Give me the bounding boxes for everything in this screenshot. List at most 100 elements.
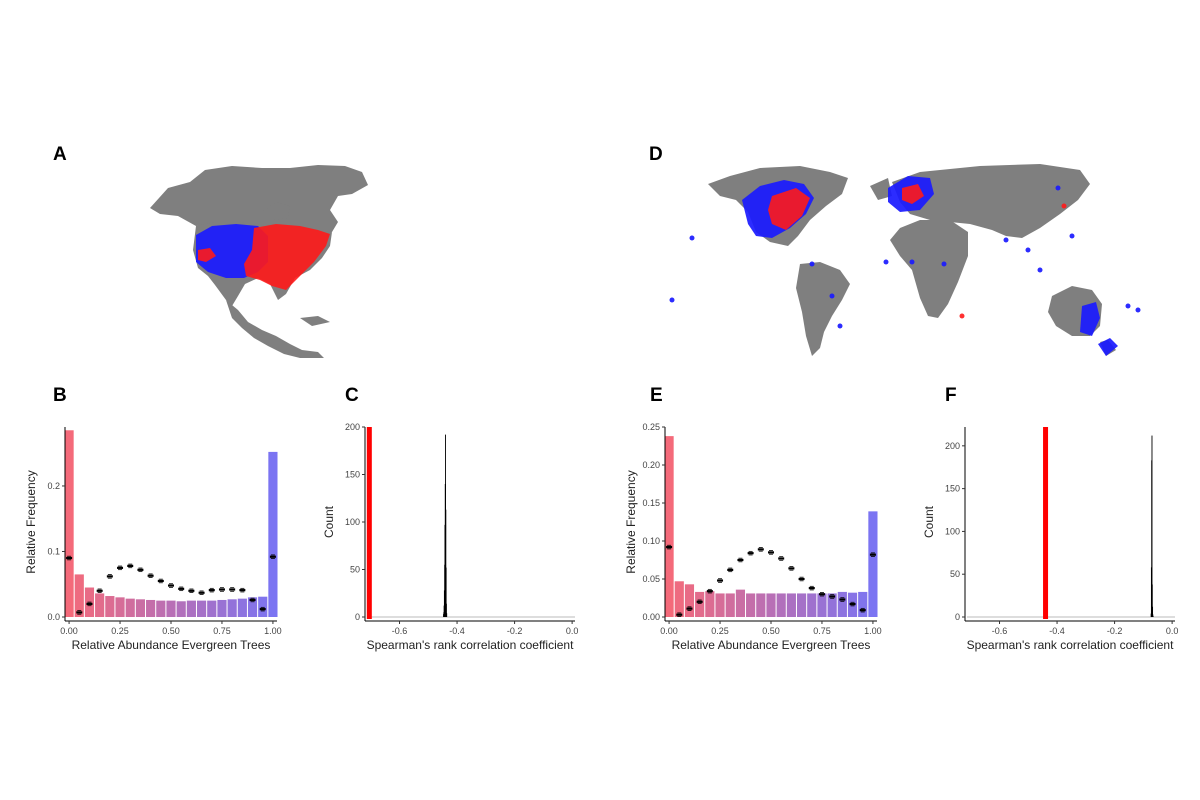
y-tick-label: 0.25 (642, 422, 660, 432)
x-tick-label: 1.00 (864, 626, 882, 636)
x-axis-label: Relative Abundance Evergreen Trees (672, 638, 871, 652)
site-point (1125, 303, 1131, 309)
map-north-america (150, 165, 368, 358)
site-point (1135, 307, 1141, 313)
y-axis-label: Relative Frequency (624, 470, 638, 573)
null-histogram-bar (446, 613, 448, 617)
panel-label-b: B (53, 385, 67, 406)
histogram-bar (95, 593, 105, 617)
y-tick-label: 0.00 (642, 612, 660, 622)
null-histogram-bar (445, 509, 447, 617)
x-axis-label: Spearman's rank correlation coefficient (367, 638, 575, 652)
land-mass (262, 202, 290, 220)
null-histogram-bar (1152, 616, 1154, 617)
x-tick-label: 0.00 (60, 626, 78, 636)
histogram-c: -0.6 -0.4 -0.2 0.0 0 50 100 150 200 Spearman's ra… (322, 422, 579, 652)
x-tick-label: 0.75 (213, 626, 231, 636)
x-tick-label: 0.50 (762, 626, 780, 636)
land-mass (226, 300, 324, 358)
panel-label-a: A (53, 144, 67, 165)
histogram-bar (725, 593, 735, 617)
y-tick-label: 100 (345, 517, 360, 527)
histogram-b: 0.00 0.25 0.50 0.75 1.00 0.0 0.1 0.2 Relative Ab… (24, 427, 282, 652)
histogram-bar (715, 593, 725, 617)
x-tick-label: 0.50 (162, 626, 180, 636)
x-tick-label: -0.2 (507, 626, 523, 636)
site-point (883, 259, 889, 265)
x-tick-label: 0.0 (566, 626, 579, 636)
null-histogram-bar (1152, 606, 1154, 617)
study-sites-d (669, 176, 1141, 356)
histogram-bar (776, 593, 786, 617)
site-point (1037, 267, 1043, 273)
y-tick-label: 50 (950, 569, 960, 579)
site-point (1025, 247, 1031, 253)
site-point (1069, 233, 1075, 239)
x-tick-label: -0.6 (992, 626, 1008, 636)
y-axis-label: Relative Frequency (24, 470, 38, 573)
x-tick-label: -0.4 (1049, 626, 1065, 636)
site-point (837, 323, 843, 329)
panel-label-c: C (345, 385, 359, 406)
histogram-bar (258, 596, 268, 617)
histogram-bar (796, 593, 807, 617)
histogram-bar (74, 574, 84, 617)
land-mass (890, 220, 968, 318)
land-mass (892, 164, 1090, 238)
site-cluster (1098, 338, 1118, 356)
null-histogram-bar (1152, 614, 1154, 617)
x-axis-label: Relative Abundance Evergreen Trees (72, 638, 271, 652)
histogram-bar (196, 600, 207, 617)
histogram-bar (684, 584, 695, 617)
y-axis-label: Count (922, 505, 936, 538)
site-point (809, 261, 815, 267)
histogram-bar (227, 599, 237, 617)
site-point (959, 313, 965, 319)
panel-label-d: D (649, 144, 663, 165)
histogram-bar (756, 593, 766, 617)
y-tick-label: 150 (945, 484, 960, 494)
x-axis-label: Spearman's rank correlation coefficient (967, 638, 1175, 652)
land-mass (870, 178, 892, 200)
observed-value-line (366, 427, 372, 619)
histogram-bar (664, 436, 674, 617)
site-point (1003, 237, 1009, 243)
x-tick-label: 0.25 (111, 626, 129, 636)
site-point (689, 235, 695, 241)
y-tick-label: 0 (355, 612, 360, 622)
site-point (829, 293, 835, 299)
histogram-bar (268, 451, 278, 617)
site-cluster (1080, 302, 1100, 336)
histogram-bar (735, 589, 746, 617)
histogram-e: 0.00 0.25 0.50 0.75 1.00 0.00 0.05 0.10 0.15 0.20… (624, 422, 882, 652)
y-tick-label: 0.1 (47, 546, 60, 556)
land-mass (150, 165, 368, 238)
null-histogram-bar (1151, 435, 1153, 617)
site-point (669, 297, 675, 303)
y-axis-label: Count (322, 505, 336, 538)
y-tick-label: 0.15 (642, 498, 660, 508)
y-tick-label: 0.0 (47, 612, 60, 622)
histogram-bar (166, 600, 176, 617)
y-tick-label: 100 (945, 526, 960, 536)
site-cluster (244, 224, 330, 290)
x-tick-label: 1.00 (264, 626, 282, 636)
land-mass (300, 316, 330, 326)
histogram-bar (146, 599, 156, 617)
y-tick-label: 50 (350, 565, 360, 575)
x-tick-label: 0.0 (1166, 626, 1179, 636)
x-tick-label: -0.6 (392, 626, 408, 636)
histogram-bar (817, 593, 827, 617)
observed-value-line (1043, 427, 1049, 619)
x-tick-label: 0.25 (711, 626, 729, 636)
x-tick-label: -0.4 (449, 626, 465, 636)
histogram-bar (237, 598, 247, 617)
panel-label-f: F (945, 385, 957, 406)
histogram-bar (807, 593, 817, 617)
site-point (1061, 203, 1067, 209)
y-tick-label: 0 (955, 612, 960, 622)
site-cluster (768, 188, 810, 230)
histogram-f: -0.6 -0.4 -0.2 0.0 0 50 100 150 200 Spearman's ra… (922, 427, 1179, 652)
site-point (941, 261, 947, 267)
histogram-bar (858, 591, 868, 617)
